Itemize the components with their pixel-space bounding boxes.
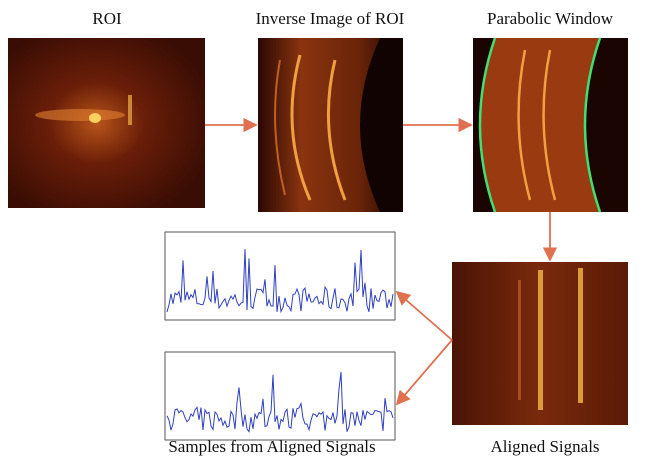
- signal-plot-bottom: [165, 352, 395, 440]
- signal-plot-top: [165, 232, 395, 320]
- label: Samples from Aligned Signals: [168, 437, 375, 456]
- inverse-image: [258, 38, 403, 212]
- aligned-signals-image: [452, 262, 628, 425]
- label: Aligned Signals: [490, 437, 599, 456]
- figure: ROI Inverse Image of ROI Parabolic Windo…: [0, 0, 645, 458]
- label: Parabolic Window: [487, 9, 614, 28]
- label: Inverse Image of ROI: [256, 9, 405, 28]
- roi-image: [8, 38, 205, 208]
- parabolic-window-image: [473, 38, 628, 212]
- label: ROI: [92, 9, 122, 28]
